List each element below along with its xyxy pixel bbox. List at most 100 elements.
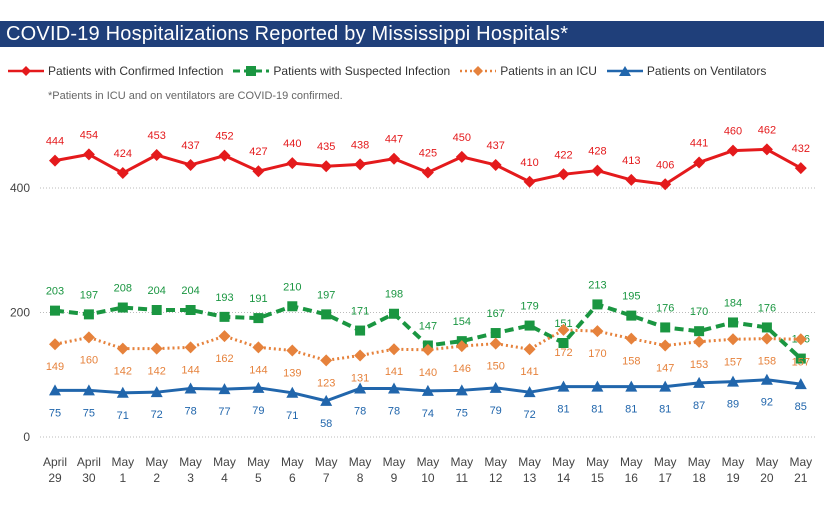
data-label: 162: [215, 353, 233, 365]
data-label: 447: [385, 134, 403, 146]
data-point: [591, 325, 604, 338]
x-tick-label: May: [789, 455, 812, 469]
x-tick-label: May: [552, 455, 575, 469]
data-point: [558, 338, 569, 349]
data-point: [489, 337, 502, 350]
data-point: [524, 320, 535, 331]
data-label: 147: [419, 320, 437, 332]
data-label: 146: [453, 363, 471, 375]
data-point: [218, 383, 231, 395]
x-tick-label: May: [620, 455, 643, 469]
data-point: [727, 144, 739, 157]
data-label: 213: [588, 279, 606, 291]
data-label: 425: [419, 147, 437, 159]
data-label: 77: [218, 406, 230, 418]
x-tick-label: 2: [153, 471, 160, 485]
x-tick-label: 17: [659, 471, 673, 485]
legend-label-ventilators: Patients on Ventilators: [646, 64, 767, 78]
data-point: [557, 168, 570, 181]
x-tick-label: 5: [255, 471, 262, 485]
data-point: [693, 376, 706, 388]
data-point: [557, 323, 570, 336]
data-point: [82, 148, 95, 161]
data-label: 428: [588, 146, 606, 158]
x-tick-label: May: [383, 455, 406, 469]
x-tick-label: 6: [289, 471, 296, 485]
data-point: [185, 305, 196, 316]
data-point: [761, 322, 772, 333]
x-tick-label: 11: [456, 471, 469, 485]
data-point: [659, 178, 672, 191]
data-label: 460: [724, 126, 742, 138]
data-point: [218, 149, 231, 162]
data-label: 81: [591, 404, 603, 416]
data-label: 204: [148, 285, 166, 297]
data-label: 210: [283, 281, 301, 293]
data-point: [286, 344, 299, 357]
legend: Patients with Confirmed Infection Patien…: [8, 62, 776, 80]
data-point: [117, 302, 128, 313]
data-label: 193: [215, 292, 233, 304]
data-point: [626, 310, 637, 321]
data-point: [592, 299, 603, 310]
x-tick-label: May: [111, 455, 134, 469]
data-label: 72: [523, 409, 535, 421]
data-label: 92: [761, 397, 773, 409]
x-tick-label: May: [281, 455, 304, 469]
data-point: [455, 384, 468, 396]
data-point: [794, 333, 807, 346]
data-label: 441: [690, 137, 708, 149]
data-point: [321, 309, 332, 320]
data-label: 160: [80, 354, 98, 366]
data-point: [184, 341, 197, 354]
data-point: [184, 158, 197, 171]
data-label: 153: [690, 359, 708, 371]
y-tick-label: 200: [10, 306, 30, 320]
legend-marker-suspected: [233, 66, 270, 76]
data-point: [49, 384, 61, 396]
data-label: 72: [151, 409, 163, 421]
data-point: [354, 158, 367, 171]
data-point: [151, 305, 162, 316]
data-label: 176: [758, 302, 776, 314]
data-point: [694, 326, 705, 337]
data-label: 462: [758, 124, 776, 136]
data-label: 450: [453, 132, 471, 144]
data-label: 176: [656, 302, 674, 314]
data-point: [286, 157, 299, 170]
data-label: 422: [554, 149, 572, 161]
x-tick-label: 13: [523, 471, 537, 485]
x-tick-label: 18: [692, 471, 706, 485]
data-point: [421, 343, 434, 356]
data-label: 437: [181, 140, 199, 152]
data-point: [489, 381, 502, 393]
data-label: 144: [181, 364, 199, 376]
data-label: 167: [487, 308, 505, 320]
x-tick-label: 3: [187, 471, 194, 485]
data-point: [727, 375, 739, 387]
data-point: [252, 381, 265, 393]
data-label: 437: [487, 140, 505, 152]
legend-label-icu: Patients in an ICU: [500, 64, 597, 78]
data-label: 435: [317, 141, 335, 153]
data-point: [49, 154, 61, 167]
data-point: [727, 333, 739, 346]
data-label: 170: [690, 306, 708, 318]
data-point: [219, 311, 230, 322]
y-tick-label: 0: [23, 430, 30, 444]
x-tick-label: May: [247, 455, 270, 469]
legend-label-suspected: Patients with Suspected Infection: [273, 64, 451, 78]
data-point: [659, 339, 672, 352]
data-point: [421, 384, 434, 396]
data-point: [49, 338, 61, 351]
x-tick-label: 19: [726, 471, 740, 485]
data-point: [794, 162, 807, 175]
data-point: [523, 343, 536, 356]
x-tick-label: May: [179, 455, 202, 469]
x-tick-label: May: [484, 455, 507, 469]
data-label: 158: [758, 356, 776, 368]
x-tick-label: 21: [794, 471, 808, 485]
x-tick-label: 1: [119, 471, 126, 485]
data-label: 144: [249, 364, 267, 376]
data-label: 78: [184, 405, 196, 417]
